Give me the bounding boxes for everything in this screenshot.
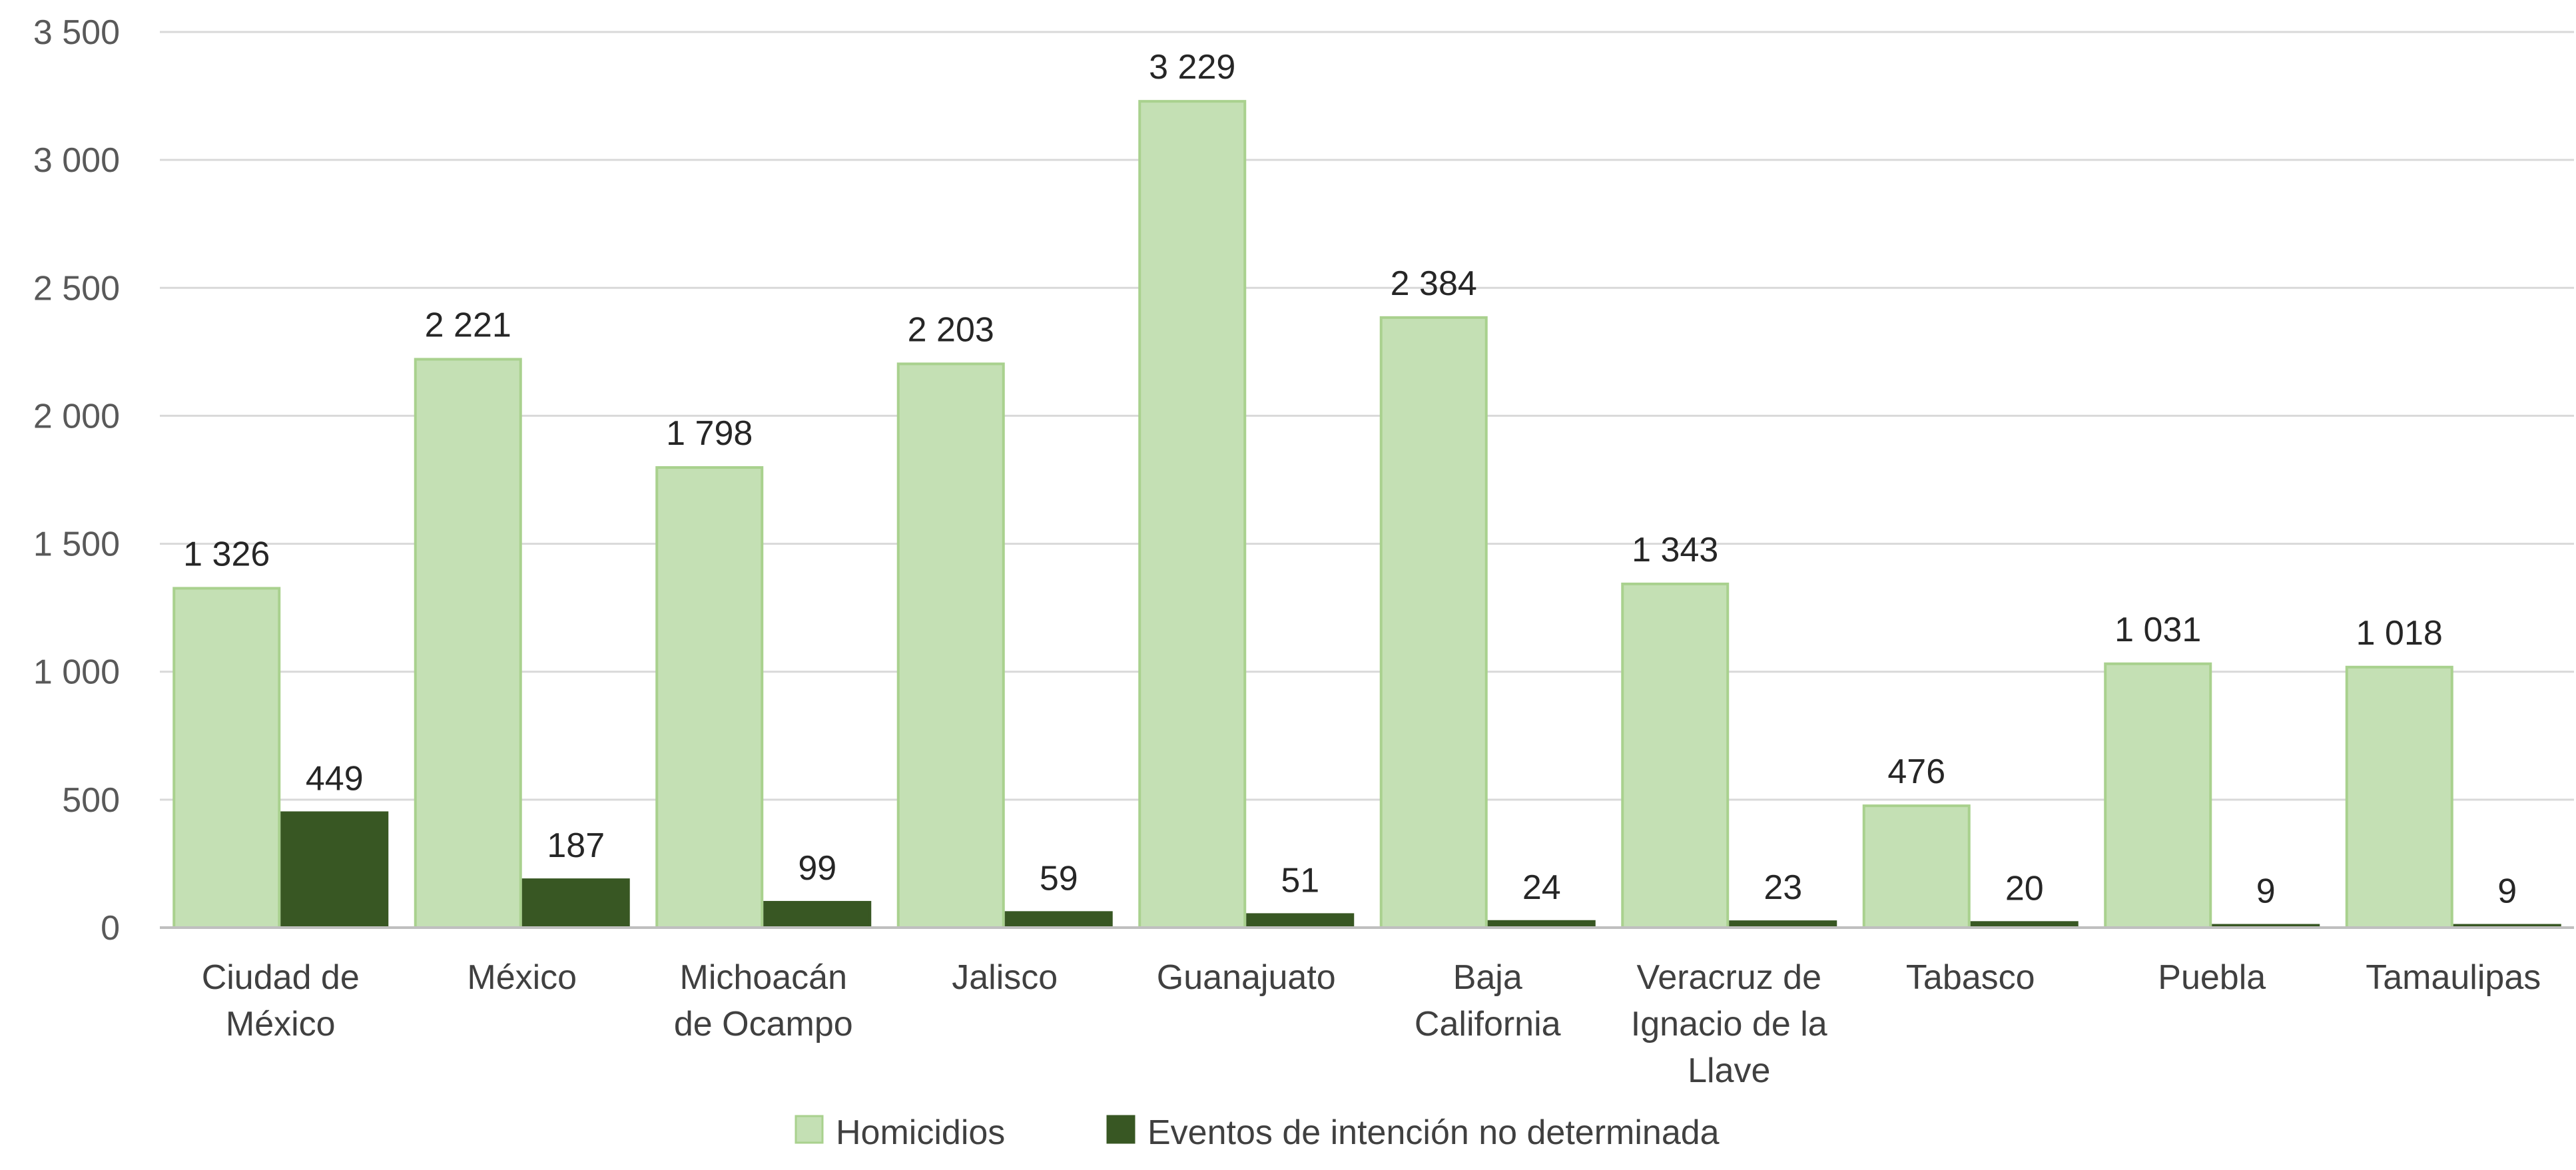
category-label-line: Ciudad de — [202, 958, 360, 997]
category-label: Tabasco — [1906, 958, 2035, 997]
y-tick-label: 3 000 — [33, 141, 120, 180]
data-label: 449 — [306, 759, 364, 798]
category-label: Tamaulipas — [2366, 958, 2541, 997]
bar-homicidios — [655, 466, 764, 929]
category-label: Jalisco — [952, 958, 1058, 997]
category-label-line: Tabasco — [1906, 958, 2035, 997]
data-label: 23 — [1764, 868, 1802, 907]
category-label: Michoacán de Ocampo — [674, 958, 853, 1043]
category-labels: Ciudad de México México Michoacán de Ocampo J… — [202, 958, 2541, 1090]
category-label-line: México — [226, 1005, 336, 1043]
category-label: Guanajuato — [1157, 958, 1336, 997]
data-label: 2 203 — [908, 310, 994, 349]
data-label: 51 — [1281, 861, 1319, 900]
y-tick-label: 3 500 — [33, 13, 120, 52]
category-label: Baja California — [1415, 958, 1561, 1043]
category-label: Ciudad de México — [202, 958, 360, 1043]
category-label-line: Puebla — [2158, 958, 2266, 997]
data-label: 1 343 — [1632, 531, 1718, 569]
data-label: 59 — [1040, 859, 1078, 898]
bar-homicidios — [1862, 804, 1971, 929]
data-label: 9 — [2497, 872, 2517, 911]
category-label-line: de Ocampo — [674, 1005, 853, 1043]
category-label-line: México — [467, 958, 577, 997]
data-label: 24 — [1522, 868, 1561, 907]
data-label: 2 384 — [1391, 264, 1477, 303]
category-label-line: Guanajuato — [1157, 958, 1336, 997]
category-label-line: Tamaulipas — [2366, 958, 2541, 997]
category-label-line: Llave — [1688, 1051, 1770, 1090]
data-label: 1 031 — [2114, 611, 2201, 649]
bars — [172, 100, 2561, 930]
data-label: 476 — [1887, 752, 1945, 791]
data-label: 1 798 — [666, 414, 753, 453]
bar-eventos — [1004, 911, 1113, 930]
y-tick-label: 1 000 — [33, 653, 120, 692]
bar-homicidios — [896, 362, 1005, 929]
data-label: 9 — [2256, 872, 2276, 911]
bar-homicidios — [2345, 665, 2453, 929]
legend-swatch-eventos — [1106, 1115, 1135, 1144]
bar-homicidios — [1379, 316, 1488, 929]
bar-eventos — [763, 900, 872, 929]
category-label-line: Michoacán — [680, 958, 847, 997]
y-tick-label: 500 — [62, 781, 120, 820]
data-label: 187 — [547, 826, 605, 865]
category-label: Veracruz de Ignacio de la Llave — [1631, 958, 1827, 1090]
bar-eventos — [280, 811, 389, 929]
y-tick-label: 2 500 — [33, 269, 120, 308]
y-axis-ticks: 0 500 1 000 1 500 2 000 2 500 3 000 3 500 — [33, 13, 120, 948]
legend: Homicidios Eventos de intención no determ… — [795, 1113, 1720, 1152]
data-label: 1 326 — [183, 535, 270, 573]
category-label-line: Ignacio de la — [1631, 1005, 1827, 1043]
category-label: Puebla — [2158, 958, 2266, 997]
data-label: 3 229 — [1149, 48, 1235, 87]
category-label-line: California — [1415, 1005, 1561, 1043]
category-label-line: Veracruz de — [1637, 958, 1822, 997]
gridlines — [160, 31, 2574, 801]
bar-homicidios — [2104, 662, 2212, 930]
data-label: 1 018 — [2356, 614, 2443, 653]
y-tick-label: 2 000 — [33, 397, 120, 436]
bar-homicidios — [414, 358, 522, 929]
y-tick-label: 1 500 — [33, 525, 120, 564]
category-label: México — [467, 958, 577, 997]
bar-eventos — [521, 878, 630, 929]
legend-label-homicidios: Homicidios — [836, 1113, 1005, 1152]
y-tick-label: 0 — [101, 909, 120, 948]
bar-homicidios — [1138, 100, 1247, 929]
legend-label-eventos: Eventos de intención no determinada — [1147, 1113, 1720, 1152]
data-label: 99 — [798, 849, 836, 888]
bar-homicidios — [1621, 582, 1730, 929]
category-label-line: Jalisco — [952, 958, 1058, 997]
bar-eventos — [1246, 913, 1355, 930]
legend-swatch-homicidios — [795, 1115, 824, 1144]
data-label: 20 — [2005, 869, 2044, 908]
bar-homicidios — [172, 587, 281, 929]
data-label: 2 221 — [425, 306, 511, 345]
category-label-line: Baja — [1453, 958, 1522, 997]
